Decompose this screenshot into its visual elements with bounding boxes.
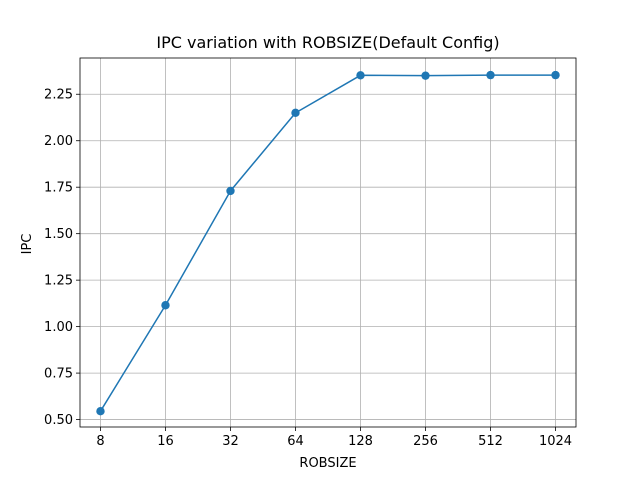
y-tick-label: 1.75 bbox=[44, 181, 73, 196]
data-point bbox=[486, 70, 495, 80]
y-tick-label: 1.25 bbox=[44, 274, 73, 289]
y-tick-label: 0.75 bbox=[44, 367, 73, 382]
y-axis-label: IPC bbox=[20, 234, 35, 255]
data-point bbox=[291, 108, 300, 118]
y-tick-label: 0.50 bbox=[44, 413, 73, 428]
x-tick-label: 1024 bbox=[539, 434, 572, 449]
x-tick-label: 16 bbox=[157, 434, 174, 449]
data-point bbox=[161, 301, 170, 310]
series-line bbox=[99, 74, 556, 412]
grid bbox=[80, 58, 576, 427]
x-tick-label: 32 bbox=[222, 434, 239, 449]
data-point bbox=[96, 406, 105, 416]
y-tick-label: 2.25 bbox=[44, 88, 73, 103]
x-axis-label: ROBSIZE bbox=[299, 456, 356, 471]
chart-title: IPC variation with ROBSIZE(Default Confi… bbox=[156, 33, 499, 52]
plot-frame bbox=[79, 57, 577, 428]
x-tick-label: 8 bbox=[96, 434, 104, 449]
y-tick-label: 1.50 bbox=[44, 227, 73, 242]
x-tick-label: 64 bbox=[287, 434, 304, 449]
y-tick-label: 1.00 bbox=[44, 320, 73, 335]
x-tick-label: 256 bbox=[413, 434, 438, 449]
y-tick-label: 2.00 bbox=[44, 134, 73, 149]
data-point bbox=[356, 71, 365, 80]
data-point bbox=[226, 186, 235, 196]
data-point bbox=[551, 70, 560, 80]
x-tick-label: 512 bbox=[478, 434, 503, 449]
axes: 8 16 32 64 128 256 512 1024 0.50 0.75 1.00 1.25 1.50… bbox=[44, 57, 577, 449]
series-layer bbox=[96, 70, 560, 416]
data-point bbox=[421, 71, 430, 80]
x-tick-label: 128 bbox=[348, 434, 373, 449]
